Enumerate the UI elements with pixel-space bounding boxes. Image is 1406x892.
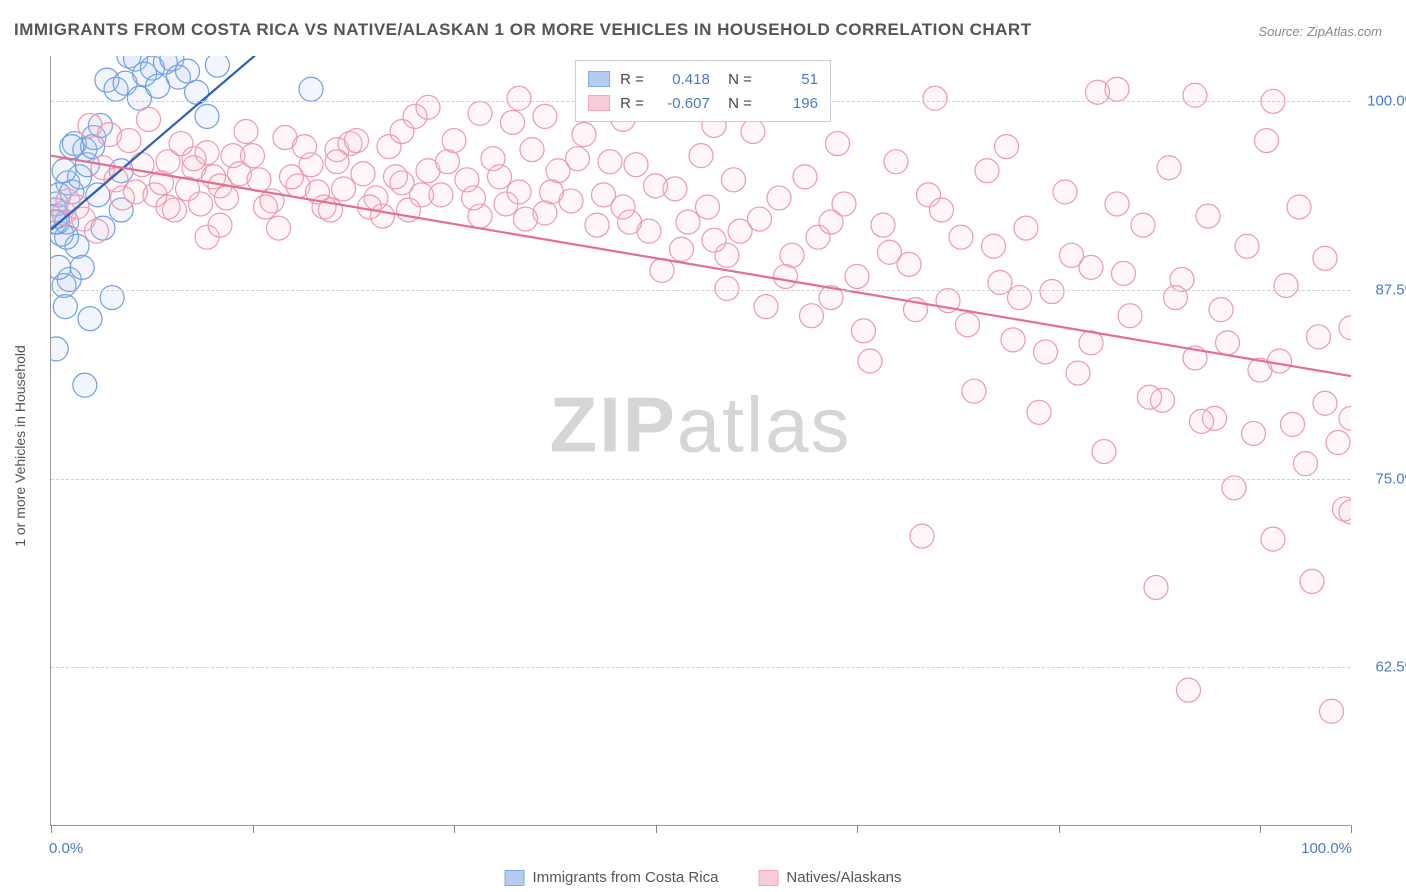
legend-n-value: 51 <box>762 71 818 88</box>
x-axis-tick-label: 0.0% <box>49 840 83 857</box>
legend-n-label: N = <box>720 71 752 88</box>
chart-title: IMMIGRANTS FROM COSTA RICA VS NATIVE/ALA… <box>14 20 1032 40</box>
bottom-legend-label: Natives/Alaskans <box>786 869 901 886</box>
bottom-legend-label: Immigrants from Costa Rica <box>533 869 719 886</box>
legend-swatch-icon <box>588 95 610 111</box>
y-axis-tick-label: 62.5% <box>1375 659 1406 676</box>
legend-r-label: R = <box>620 71 644 88</box>
legend-r-label: R = <box>620 95 644 112</box>
legend-swatch-icon <box>758 870 778 886</box>
y-axis-tick-label: 87.5% <box>1375 282 1406 299</box>
legend-n-value: 196 <box>762 95 818 112</box>
bottom-legend: Immigrants from Costa Rica Natives/Alask… <box>505 869 902 886</box>
legend-swatch-icon <box>505 870 525 886</box>
y-axis-title: 1 or more Vehicles in Household <box>12 345 28 547</box>
x-axis-tick-label: 100.0% <box>1301 840 1352 857</box>
legend-row-series2: R = -0.607 N = 196 <box>588 91 818 115</box>
legend-n-label: N = <box>720 95 752 112</box>
correlation-legend: R = 0.418 N = 51 R = -0.607 N = 196 <box>575 60 831 122</box>
bottom-legend-item: Natives/Alaskans <box>758 869 901 886</box>
legend-r-value: 0.418 <box>654 71 710 88</box>
y-axis-tick-label: 75.0% <box>1375 470 1406 487</box>
legend-swatch-icon <box>588 71 610 87</box>
legend-r-value: -0.607 <box>654 95 710 112</box>
scatter-svg <box>51 56 1350 825</box>
y-axis-tick-label: 100.0% <box>1367 93 1406 110</box>
bottom-legend-item: Immigrants from Costa Rica <box>505 869 719 886</box>
legend-row-series1: R = 0.418 N = 51 <box>588 67 818 91</box>
chart-plot-area: ZIPatlas 62.5%75.0%87.5%100.0%0.0%100.0% <box>50 56 1350 826</box>
source-label: Source: ZipAtlas.com <box>1258 24 1382 39</box>
